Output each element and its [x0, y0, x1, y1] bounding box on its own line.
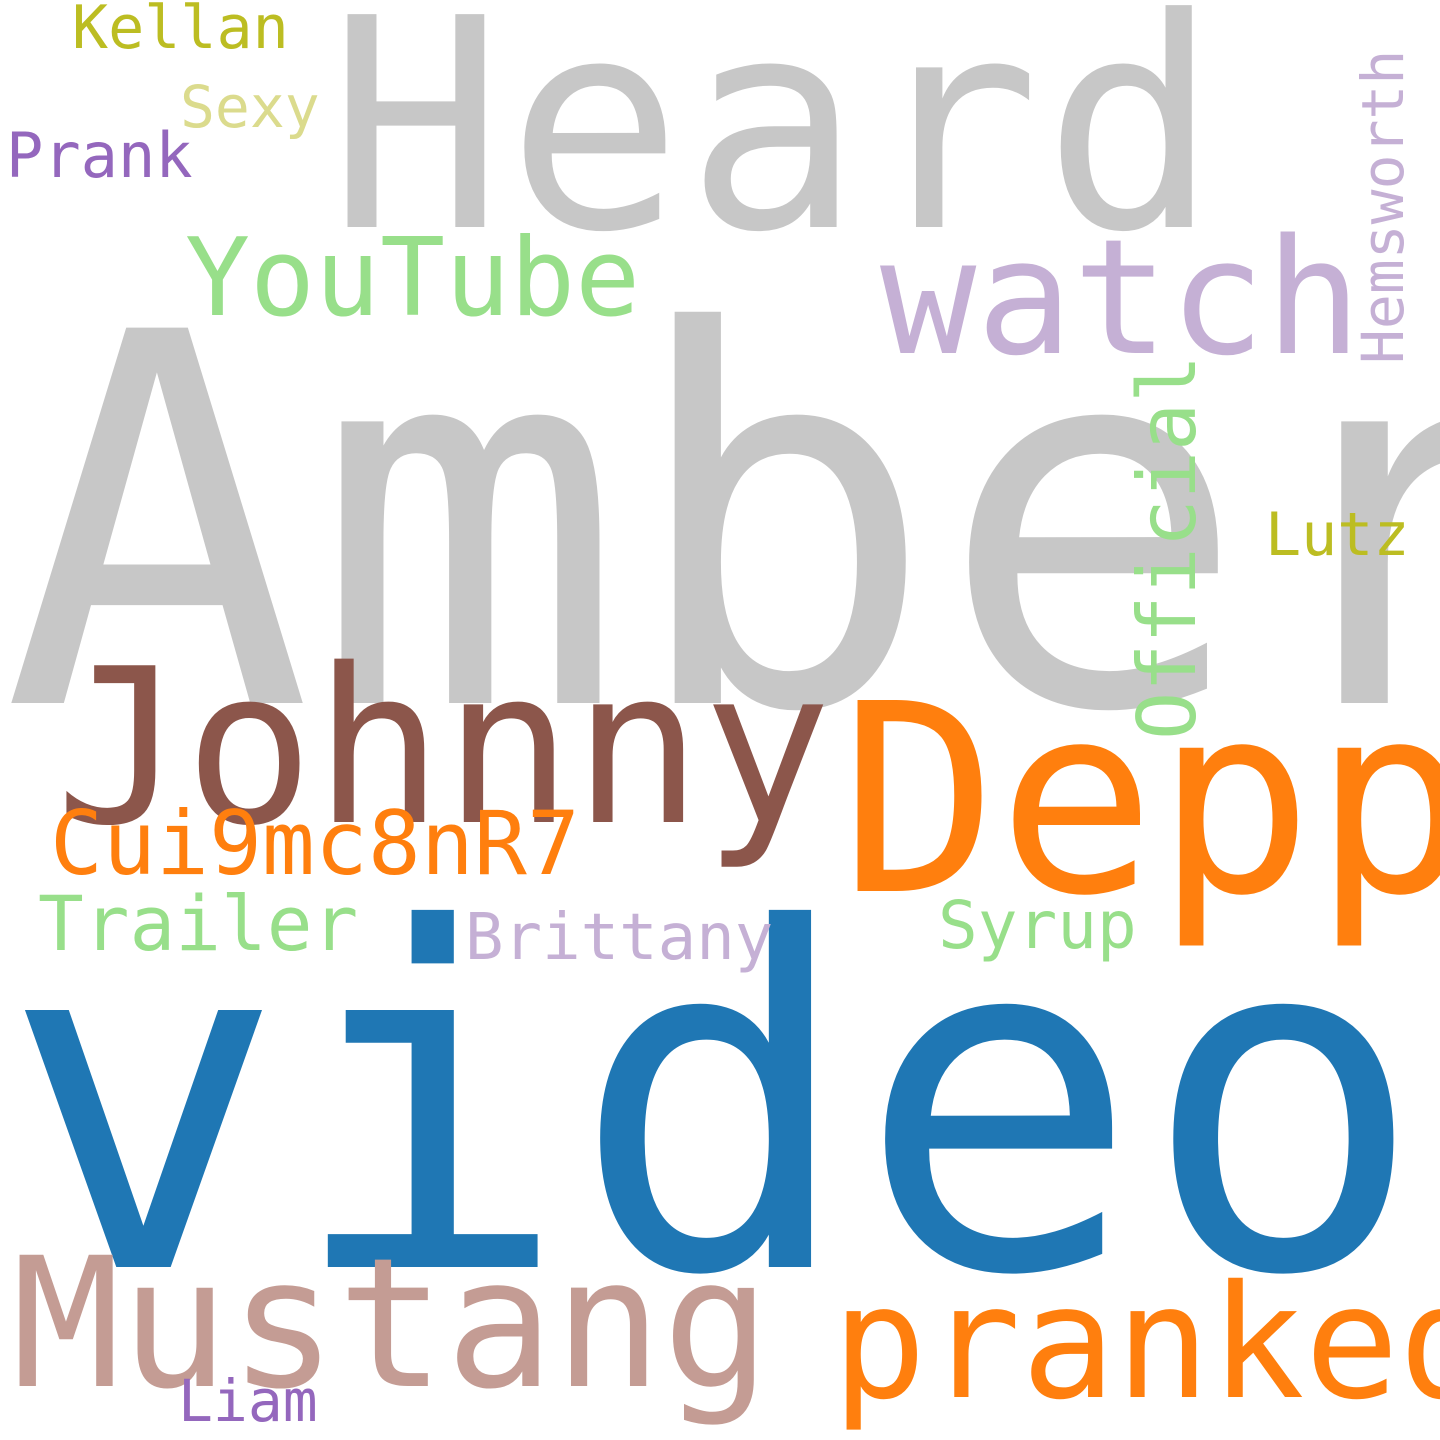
- word-cui9mc8nr7: Cui9mc8nR7: [50, 792, 580, 895]
- word-official: Official: [1121, 354, 1214, 740]
- word-youtube: YouTube: [185, 216, 641, 341]
- word-kellan: Kellan: [72, 0, 289, 63]
- word-liam: Liam: [178, 1367, 318, 1435]
- word-syrup: Syrup: [938, 887, 1137, 964]
- word-johnny: Johnny: [55, 622, 832, 873]
- word-lutz: Lutz: [1265, 500, 1410, 570]
- word-amber: Amber: [2, 226, 1440, 825]
- word-mustang: Mustang: [12, 1220, 771, 1429]
- word-pranked: pranked: [832, 1252, 1440, 1435]
- word-heard: Heard: [328, 0, 1222, 296]
- word-video: video: [2, 831, 1427, 1378]
- word-depp: Depp: [840, 648, 1440, 953]
- word-hemsworth: Hemsworth: [1349, 49, 1417, 364]
- word-brittany: Brittany: [465, 901, 774, 975]
- word-prank: Prank: [6, 119, 193, 192]
- word-trailer: Trailer: [38, 879, 359, 968]
- word-sexy: Sexy: [180, 73, 320, 141]
- word-watch: watch: [880, 204, 1362, 391]
